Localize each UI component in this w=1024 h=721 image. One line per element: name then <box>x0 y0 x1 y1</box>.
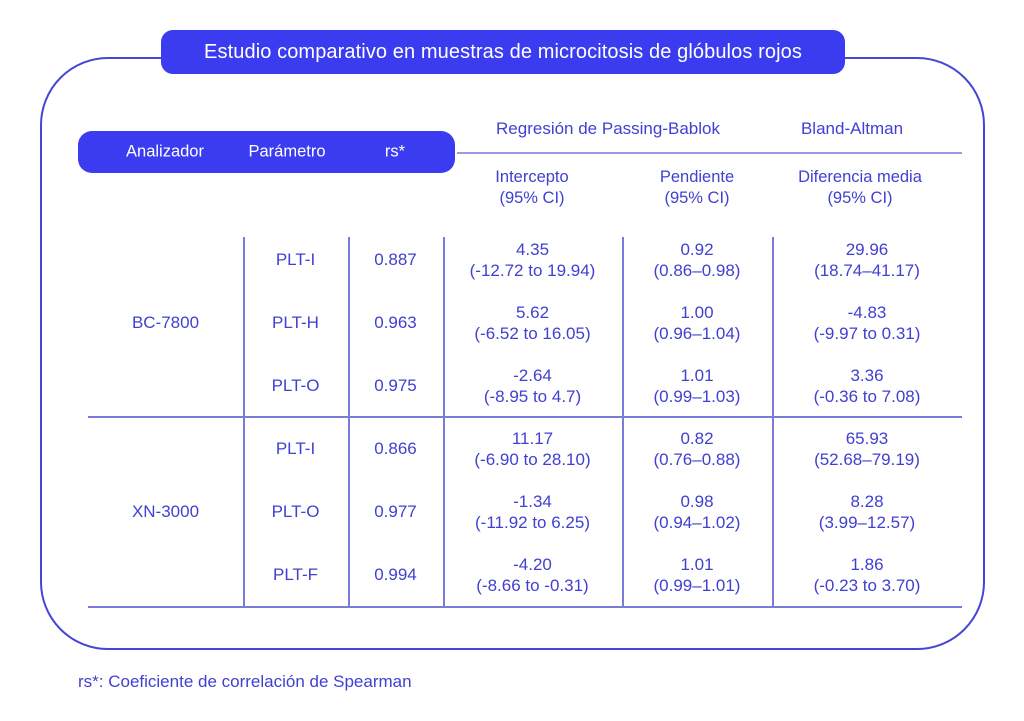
slope-value: 0.98 <box>680 491 714 511</box>
intercept-cell: -4.20 (-8.66 to -0.31) <box>443 543 622 606</box>
col-header-rs: rs* <box>384 142 406 161</box>
subheader-diferencia-label: Diferencia media <box>798 168 922 186</box>
intercept-ci: (-6.90 to 28.10) <box>474 449 591 469</box>
meandiff-cell: 3.36 (-0.36 to 7.08) <box>772 354 962 417</box>
intercept-cell: 4.35 (-12.72 to 19.94) <box>443 228 622 291</box>
meandiff-cell: 29.96 (18.74–41.17) <box>772 228 962 291</box>
meandiff-cell: 65.93 (52.68–79.19) <box>772 417 962 480</box>
slope-cell: 1.01 (0.99–1.03) <box>622 354 772 417</box>
intercept-cell: -1.34 (-11.92 to 6.25) <box>443 480 622 543</box>
intercept-value: 11.17 <box>511 428 554 448</box>
group-header-bland-altman: Bland-Altman <box>800 119 904 138</box>
slope-cell: 0.98 (0.94–1.02) <box>622 480 772 543</box>
meandiff-value: 1.86 <box>850 554 884 574</box>
meandiff-value: 65.93 <box>845 428 889 448</box>
intercept-ci: (-12.72 to 19.94) <box>469 260 596 280</box>
meandiff-cell: -4.83 (-9.97 to 0.31) <box>772 291 962 354</box>
intercept-value: 4.35 <box>515 239 550 259</box>
col-header-parametro: Parámetro <box>248 142 326 161</box>
intercept-value: -1.34 <box>513 491 552 511</box>
intercept-cell: 5.62 (-6.52 to 16.05) <box>443 291 622 354</box>
param-cell: PLT-O <box>271 502 320 521</box>
column-divider <box>443 237 445 607</box>
meandiff-ci: (-0.36 to 7.08) <box>813 386 921 406</box>
intercept-ci: (-8.95 to 4.7) <box>483 386 582 406</box>
slope-ci: (0.94–1.02) <box>653 512 741 532</box>
intercept-value: -2.64 <box>513 365 552 385</box>
intercept-value: -4.20 <box>513 554 552 574</box>
column-divider <box>348 237 350 607</box>
group-header-underline <box>457 152 962 154</box>
subheader-intercepto-ci: (95% CI) <box>499 189 565 207</box>
table-body: BC-7800 PLT-I 0.887 4.35 (-12.72 to 19.9… <box>88 228 962 606</box>
intercept-cell: -2.64 (-8.95 to 4.7) <box>443 354 622 417</box>
subheader-pendiente: Pendiente (95% CI) <box>660 167 734 209</box>
slope-value: 1.01 <box>680 554 714 574</box>
slope-ci: (0.99–1.03) <box>653 386 741 406</box>
param-cell: PLT-H <box>272 313 319 332</box>
intercept-value: 5.62 <box>515 302 550 322</box>
rs-cell: 0.994 <box>374 565 417 584</box>
meandiff-ci: (52.68–79.19) <box>814 449 920 469</box>
slope-value: 0.82 <box>680 428 714 448</box>
slope-ci: (0.99–1.01) <box>653 575 741 595</box>
slope-cell: 1.00 (0.96–1.04) <box>622 291 772 354</box>
slope-value: 1.01 <box>680 365 714 385</box>
analyzer-label: XN-3000 <box>131 502 200 521</box>
group-header-passing-bablok: Regresión de Passing-Bablok <box>496 119 720 138</box>
meandiff-ci: (-0.23 to 3.70) <box>813 575 921 595</box>
slope-cell: 0.82 (0.76–0.88) <box>622 417 772 480</box>
slope-value: 1.00 <box>680 302 714 322</box>
param-cell: PLT-I <box>275 439 316 458</box>
slope-cell: 1.01 (0.99–1.01) <box>622 543 772 606</box>
subheader-intercepto-label: Intercepto <box>495 168 569 186</box>
param-cell: PLT-I <box>275 250 316 269</box>
param-cell: PLT-O <box>271 376 320 395</box>
intercept-ci: (-6.52 to 16.05) <box>474 323 591 343</box>
rs-cell: 0.866 <box>374 439 417 458</box>
rs-cell: 0.963 <box>374 313 417 332</box>
column-divider <box>622 237 624 607</box>
col-header-analizador: Analizador <box>126 142 204 161</box>
meandiff-ci: (18.74–41.17) <box>814 260 920 280</box>
meandiff-value: 3.36 <box>850 365 884 385</box>
subheader-pendiente-ci: (95% CI) <box>664 189 730 207</box>
title-banner: Estudio comparativo en muestras de micro… <box>161 30 845 74</box>
slope-ci: (0.86–0.98) <box>653 260 741 280</box>
footnote: rs*: Coeficiente de correlación de Spear… <box>78 672 412 691</box>
meandiff-ci: (-9.97 to 0.31) <box>813 323 921 343</box>
subheader-pendiente-label: Pendiente <box>659 168 735 186</box>
table-bottom-line <box>88 606 962 608</box>
meandiff-value: 29.96 <box>845 239 889 259</box>
intercept-ci: (-11.92 to 6.25) <box>475 512 590 532</box>
param-cell: PLT-F <box>272 565 319 584</box>
meandiff-value: 8.28 <box>850 491 884 511</box>
column-divider <box>772 237 774 607</box>
slope-ci: (0.96–1.04) <box>653 323 741 343</box>
meandiff-ci: (3.99–12.57) <box>818 512 916 532</box>
intercept-cell: 11.17 (-6.90 to 28.10) <box>443 417 622 480</box>
analyzer-label: BC-7800 <box>131 313 200 332</box>
meandiff-cell: 8.28 (3.99–12.57) <box>772 480 962 543</box>
table-header-pill: Analizador Parámetro rs* <box>78 131 455 173</box>
meandiff-value: -4.83 <box>847 302 887 322</box>
slope-cell: 0.92 (0.86–0.98) <box>622 228 772 291</box>
rs-cell: 0.977 <box>374 502 417 521</box>
slope-ci: (0.76–0.88) <box>653 449 741 469</box>
intercept-ci: (-8.66 to -0.31) <box>476 575 589 595</box>
rs-cell: 0.887 <box>374 250 417 269</box>
rs-cell: 0.975 <box>374 376 417 395</box>
subheader-intercepto: Intercepto (95% CI) <box>495 167 568 209</box>
subheader-diferencia-ci: (95% CI) <box>827 189 893 207</box>
group-separator-line <box>88 416 962 418</box>
subheader-diferencia: Diferencia media (95% CI) <box>798 167 922 209</box>
slope-value: 0.92 <box>680 239 714 259</box>
column-divider <box>243 237 245 607</box>
page-title: Estudio comparativo en muestras de micro… <box>204 40 802 63</box>
meandiff-cell: 1.86 (-0.23 to 3.70) <box>772 543 962 606</box>
